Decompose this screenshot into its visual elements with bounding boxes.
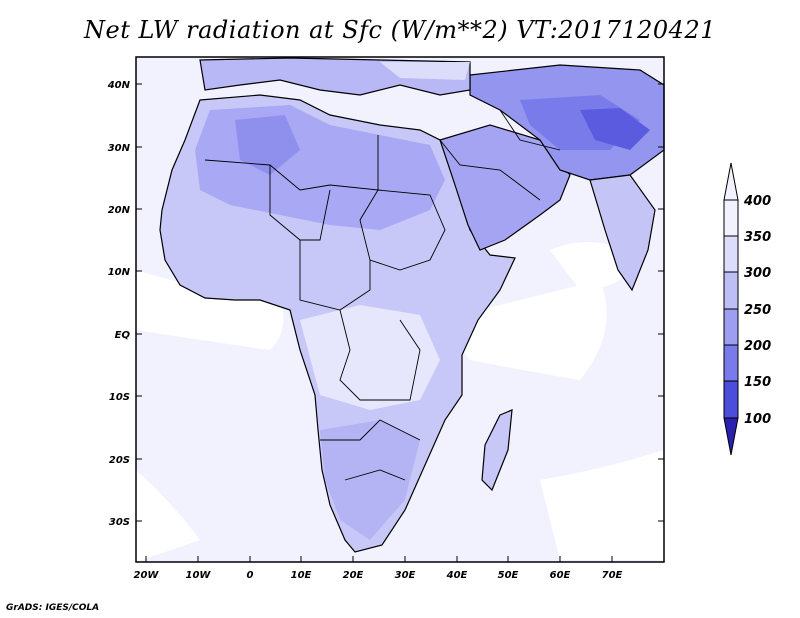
africa-landmass xyxy=(159,94,516,553)
lat-label: 30S xyxy=(109,517,130,528)
colorbar-swatch xyxy=(723,271,739,310)
lon-label: 70E xyxy=(602,570,623,581)
colorbar-label: 150 xyxy=(744,375,771,390)
asia-landmass xyxy=(439,64,665,292)
longitude-axis: 20W 10W 0 10E 20E 30E 40E 50E 60E 70E xyxy=(134,556,623,581)
europe-landmass xyxy=(199,57,471,96)
country-borders xyxy=(204,109,561,481)
lat-label: 20N xyxy=(108,205,131,216)
colorbar-label: 350 xyxy=(744,230,771,245)
colorbar-bottom-arrow xyxy=(723,417,739,456)
colorbar-swatch xyxy=(723,308,739,346)
lon-label: 40E xyxy=(446,570,468,581)
lat-label: EQ xyxy=(115,330,131,341)
colorbar-swatch xyxy=(723,344,739,382)
colorbar-label: 250 xyxy=(744,303,771,318)
lon-label: 10E xyxy=(291,570,312,581)
lon-label: 0 xyxy=(247,570,254,581)
lon-label: 20E xyxy=(343,570,364,581)
colorbar-swatch xyxy=(723,380,739,419)
colorbar-label: 200 xyxy=(744,339,771,354)
colorbar-top-arrow xyxy=(723,162,739,201)
lat-label: 20S xyxy=(109,455,130,466)
latitude-axis: 40N 30N 20N 10N EQ 10S 20S 30S xyxy=(107,80,664,528)
colorbar-label: 400 xyxy=(743,194,771,209)
colorbar-swatch xyxy=(723,235,739,273)
lon-label: 30E xyxy=(395,570,416,581)
lat-label: 10S xyxy=(109,392,130,403)
madagascar xyxy=(481,409,513,492)
map-frame xyxy=(135,56,665,563)
footer-credit: GrADS: IGES/COLA xyxy=(6,603,100,613)
colorbar: 400 350 300 250 200 150 100 xyxy=(723,162,771,456)
chart-title: Net LW radiation at Sfc (W/m**2) VT:2017… xyxy=(84,16,716,44)
lon-label: 50E xyxy=(498,570,519,581)
lon-label: 60E xyxy=(550,570,571,581)
colorbar-label: 300 xyxy=(744,266,771,281)
colorbar-swatch xyxy=(723,199,739,237)
lon-label: 20W xyxy=(134,570,160,581)
lat-label: 10N xyxy=(108,267,131,278)
lat-label: 30N xyxy=(108,143,131,154)
colorbar-label: 100 xyxy=(744,412,771,427)
lat-label: 40N xyxy=(107,80,131,91)
lon-label: 10W xyxy=(186,570,212,581)
